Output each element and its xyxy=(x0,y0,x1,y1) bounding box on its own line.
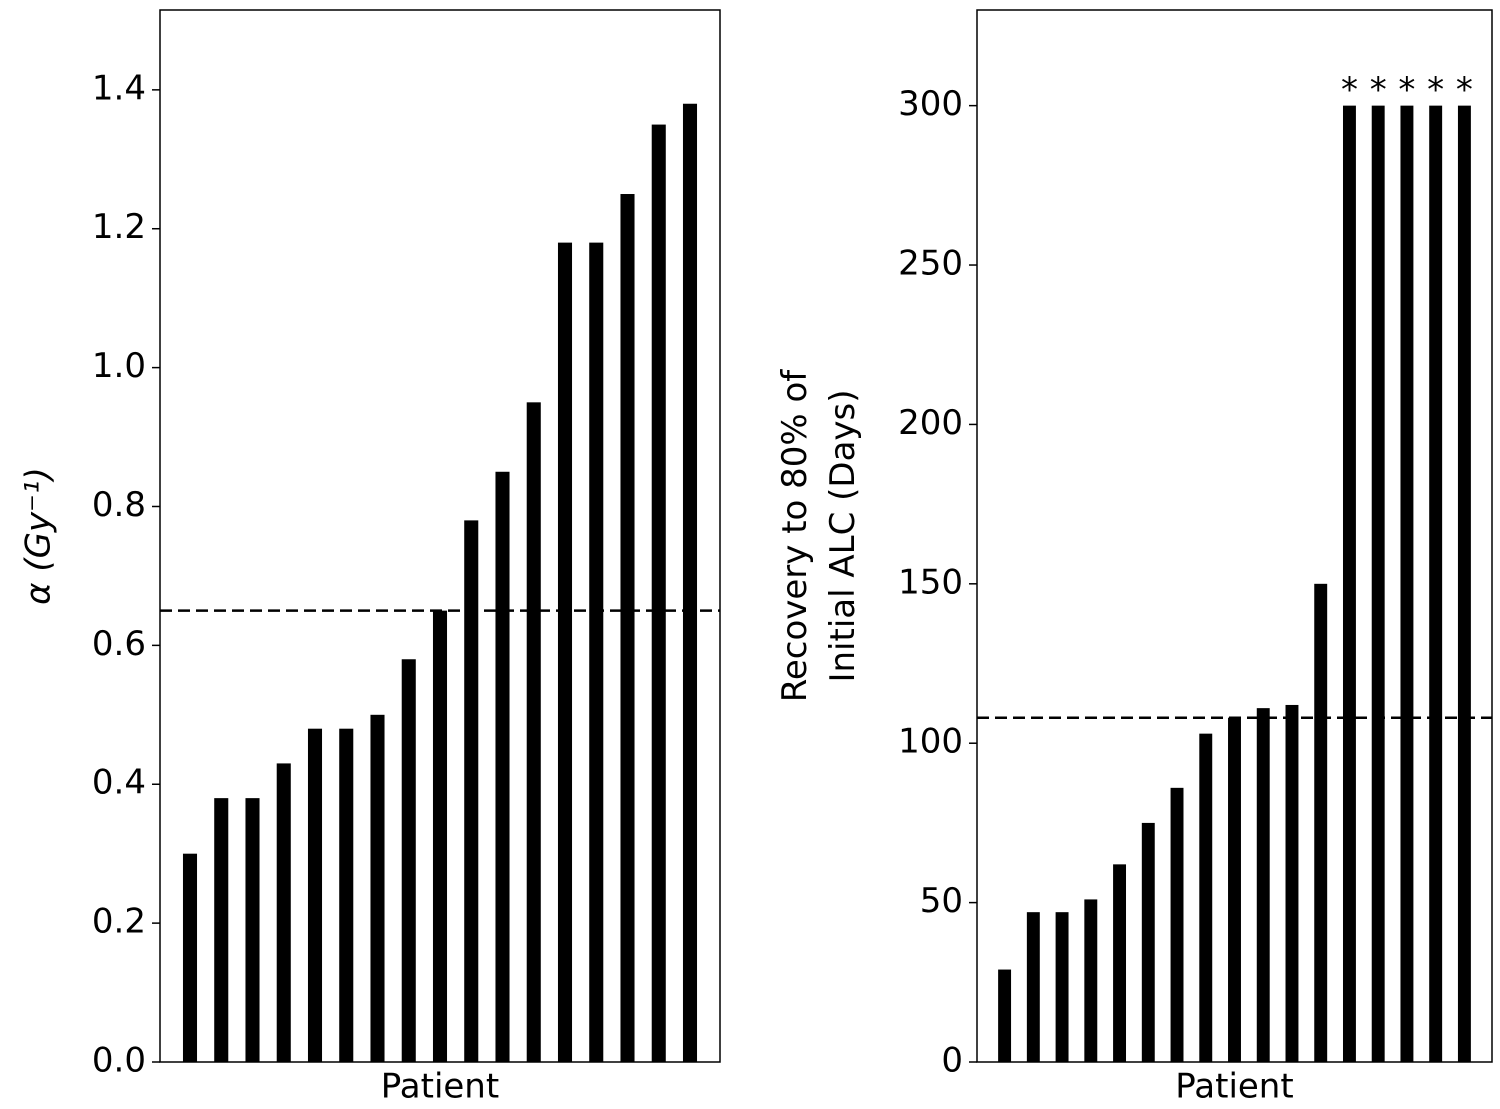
bar xyxy=(1342,105,1356,1063)
bar xyxy=(1113,864,1127,1062)
bar xyxy=(1199,733,1213,1062)
annotation: * xyxy=(1341,70,1358,110)
bar xyxy=(1400,105,1414,1063)
y-tick-label: 0.8 xyxy=(92,485,146,525)
bar xyxy=(1314,583,1328,1062)
bar xyxy=(1457,105,1471,1063)
bar xyxy=(557,242,573,1062)
annotation: * xyxy=(1456,70,1473,110)
y-tick-label: 150 xyxy=(898,562,963,602)
annotation: * xyxy=(1370,70,1387,110)
y-tick-label: 300 xyxy=(898,84,963,124)
bar xyxy=(339,728,354,1062)
x-axis-label: Patient xyxy=(1175,1067,1293,1107)
annotation: * xyxy=(1427,70,1444,110)
y-tick-label: 1.0 xyxy=(92,346,146,386)
bar xyxy=(1026,912,1040,1062)
y-tick-label: 200 xyxy=(898,403,963,443)
y-tick-label: 50 xyxy=(920,881,963,921)
bar xyxy=(1371,105,1385,1063)
bar xyxy=(651,124,666,1062)
y-axis-label: Recovery to 80% of Initial ALC (Days) xyxy=(775,369,863,703)
y-tick-label: 0.2 xyxy=(92,902,146,942)
annotation: * xyxy=(1398,70,1415,110)
bar xyxy=(998,969,1012,1062)
bar xyxy=(1084,899,1098,1062)
y-axis-label-line: Initial ALC (Days) xyxy=(823,389,863,682)
bar xyxy=(1285,704,1299,1062)
y-tick-label: 1.4 xyxy=(92,68,146,108)
bar xyxy=(682,103,698,1063)
plot-frame xyxy=(159,9,721,1063)
y-tick-label: 0.0 xyxy=(92,1041,146,1081)
y-tick-label: 100 xyxy=(898,722,963,762)
bar xyxy=(1141,822,1155,1062)
bar xyxy=(1256,708,1270,1062)
bar xyxy=(1170,787,1184,1062)
y-tick-label: 0.6 xyxy=(92,624,146,664)
bar xyxy=(526,402,541,1062)
bar xyxy=(432,610,448,1062)
y-tick-label: 0 xyxy=(941,1041,963,1081)
bar xyxy=(307,728,323,1062)
bar xyxy=(1228,717,1241,1062)
bar xyxy=(401,659,416,1062)
bar xyxy=(182,853,198,1062)
bar xyxy=(495,471,510,1062)
bar xyxy=(464,520,479,1062)
bar xyxy=(370,714,385,1062)
x-axis-label: Patient xyxy=(381,1067,499,1107)
plot-frame xyxy=(976,9,1493,1063)
y-tick-label: 250 xyxy=(898,244,963,284)
bar xyxy=(1055,912,1069,1062)
y-tick-label: 1.2 xyxy=(92,207,146,247)
y-axis-label-line: Recovery to 80% of xyxy=(775,369,815,703)
y-tick-label: 0.4 xyxy=(92,763,146,803)
bar xyxy=(276,763,291,1062)
bar xyxy=(620,194,635,1063)
bar xyxy=(589,242,604,1062)
bar xyxy=(214,798,229,1062)
bar xyxy=(245,798,260,1062)
y-axis-label: α (Gy⁻¹) xyxy=(19,467,59,605)
bar xyxy=(1429,105,1443,1063)
